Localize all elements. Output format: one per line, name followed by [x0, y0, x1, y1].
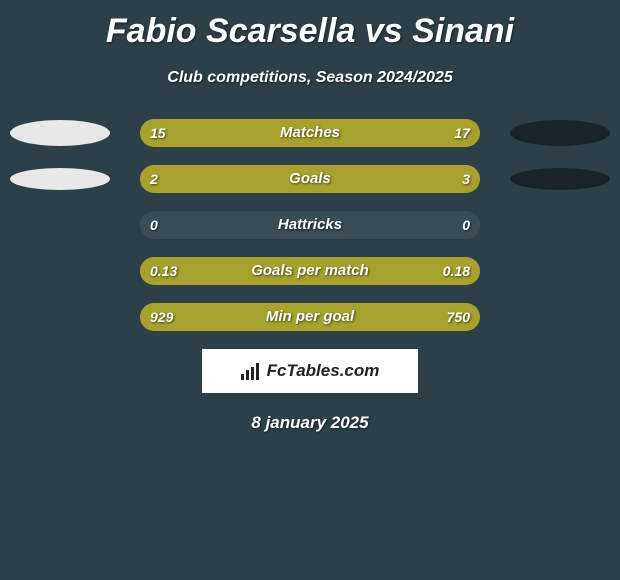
stat-row: 23Goals — [0, 165, 620, 193]
stat-row: 00Hattricks — [0, 211, 620, 239]
bar-track: 23Goals — [140, 165, 480, 193]
player-shadow-right — [510, 120, 610, 146]
stat-row: 0.130.18Goals per match — [0, 257, 620, 285]
bar-track: 0.130.18Goals per match — [140, 257, 480, 285]
logo-text: FcTables.com — [267, 361, 380, 381]
metric-label: Min per goal — [140, 303, 480, 331]
player-shadow-left — [10, 168, 110, 190]
bar-track: 1517Matches — [140, 119, 480, 147]
chart-icon — [241, 362, 261, 380]
page-subtitle: Club competitions, Season 2024/2025 — [0, 69, 620, 87]
date-label: 8 january 2025 — [0, 413, 620, 433]
page-title: Fabio Scarsella vs Sinani — [0, 0, 620, 51]
metric-label: Hattricks — [140, 211, 480, 239]
metric-label: Goals per match — [140, 257, 480, 285]
comparison-chart: 1517Matches 23Goals 00Hattricks 0.130.18Goa… — [0, 119, 620, 331]
stat-row: 1517Matches — [0, 119, 620, 147]
logo-box: FcTables.com — [202, 349, 418, 393]
metric-label: Goals — [140, 165, 480, 193]
bar-track: 00Hattricks — [140, 211, 480, 239]
metric-label: Matches — [140, 119, 480, 147]
stat-row: 929750Min per goal — [0, 303, 620, 331]
bar-track: 929750Min per goal — [140, 303, 480, 331]
player-shadow-left — [10, 120, 110, 146]
player-shadow-right — [510, 168, 610, 190]
